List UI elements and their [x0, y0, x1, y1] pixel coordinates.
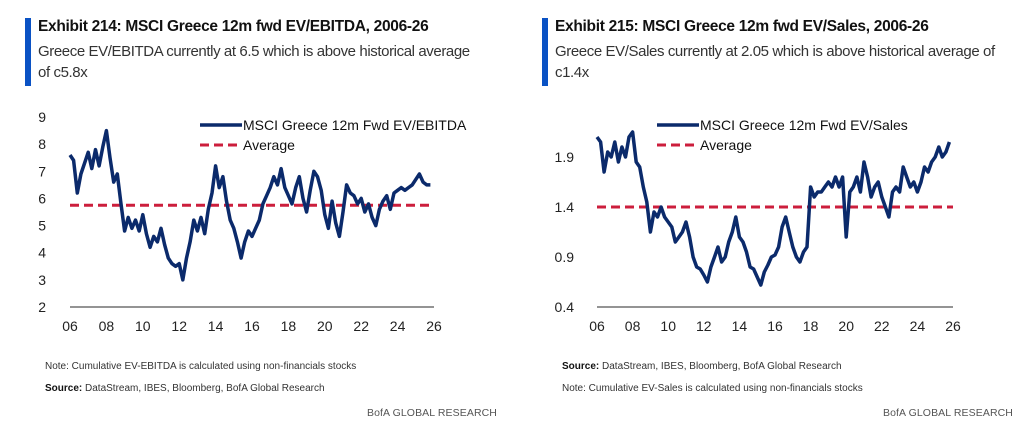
brand-label: BofA GLOBAL RESEARCH: [367, 407, 497, 419]
legend-label-average: Average: [243, 137, 295, 153]
exhibit-subtitle: Greece EV/Sales currently at 2.05 which …: [555, 43, 995, 81]
y-tick-label: 0.9: [555, 249, 575, 265]
y-tick-label: 3: [38, 272, 46, 288]
x-tick-label: 20: [317, 318, 333, 334]
legend-label-series: MSCI Greece 12m Fwd EV/Sales: [700, 117, 908, 133]
note-text: Note: Cumulative EV-Sales is calculated …: [562, 383, 863, 394]
y-tick-label: 1.4: [555, 199, 575, 215]
exhibit-accent-bar: [542, 18, 548, 86]
x-tick-label: 22: [353, 318, 369, 334]
x-tick-label: 08: [99, 318, 115, 334]
x-tick-label: 06: [62, 318, 78, 334]
y-tick-label: 1.9: [555, 149, 575, 165]
x-tick-label: 12: [696, 318, 712, 334]
chart-source: Source: DataStream, IBES, Bloomberg, Bof…: [562, 361, 842, 372]
chart-note: Note: Cumulative EV-EBITDA is calculated…: [45, 361, 356, 372]
ev-ebitda-chart: 2 3 4 5 6 7 8 9 06 08 10 12 14 16 18 20 22 24 26 MSCI Greec…: [38, 109, 467, 334]
source-prefix: Source:: [45, 383, 83, 394]
source-prefix: Source:: [562, 361, 600, 372]
brand-label: BofA GLOBAL RESEARCH: [883, 407, 1013, 419]
x-tick-label: 24: [390, 318, 406, 334]
x-tick-label: 16: [244, 318, 260, 334]
exhibit-subtitle: Greece EV/EBITDA currently at 6.5 which …: [38, 43, 470, 81]
series-line: [595, 130, 952, 287]
exhibit-accent-bar: [25, 18, 31, 86]
exhibit-title: Exhibit 215: MSCI Greece 12m fwd EV/Sale…: [555, 18, 929, 35]
y-tick-label: 2: [38, 299, 46, 315]
legend: MSCI Greece 12m Fwd EV/Sales Average: [657, 117, 908, 153]
exhibit-214-panel: Exhibit 214: MSCI Greece 12m fwd EV/EBIT…: [0, 0, 510, 440]
x-tick-label: 14: [208, 318, 224, 334]
chart-note: Note: Cumulative EV-Sales is calculated …: [562, 383, 863, 394]
note-text: Note: Cumulative EV-EBITDA is calculated…: [45, 361, 357, 372]
x-tick-label: 16: [767, 318, 783, 334]
x-tick-label: 20: [838, 318, 854, 334]
exhibit-title: Exhibit 214: MSCI Greece 12m fwd EV/EBIT…: [38, 18, 429, 35]
y-tick-label: 4: [38, 245, 46, 261]
y-tick-label: 6: [38, 190, 46, 206]
x-tick-label: 18: [281, 318, 297, 334]
y-tick-label: 9: [38, 109, 46, 125]
legend-label-average: Average: [700, 137, 752, 153]
y-tick-label: 7: [38, 163, 46, 179]
x-tick-label: 14: [732, 318, 748, 334]
exhibit-215-panel: Exhibit 215: MSCI Greece 12m fwd EV/Sale…: [510, 0, 1023, 440]
chart-source: Source: DataStream, IBES, Bloomberg, Bof…: [45, 383, 325, 394]
x-tick-label: 18: [803, 318, 819, 334]
x-tick-label: 12: [171, 318, 187, 334]
legend: MSCI Greece 12m Fwd EV/EBITDA Average: [200, 117, 467, 153]
y-tick-label: 0.4: [555, 299, 575, 315]
source-text: DataStream, IBES, Bloomberg, BofA Global…: [82, 383, 325, 394]
x-tick-label: 06: [589, 318, 605, 334]
series-line: [68, 128, 431, 282]
y-tick-label: 5: [38, 218, 46, 234]
ev-sales-chart: 0.4 0.9 1.4 1.9 06 08 10 12 14 16 18 20 22 24 26 MSCI G…: [555, 117, 961, 334]
x-tick-label: 26: [426, 318, 442, 334]
x-tick-label: 10: [135, 318, 151, 334]
y-tick-label: 8: [38, 136, 46, 152]
x-tick-label: 26: [945, 318, 961, 334]
legend-label-series: MSCI Greece 12m Fwd EV/EBITDA: [243, 117, 467, 133]
x-tick-label: 08: [625, 318, 641, 334]
x-tick-label: 10: [660, 318, 676, 334]
source-text: DataStream, IBES, Bloomberg, BofA Global…: [599, 361, 842, 372]
x-tick-label: 24: [910, 318, 926, 334]
x-tick-label: 22: [874, 318, 890, 334]
